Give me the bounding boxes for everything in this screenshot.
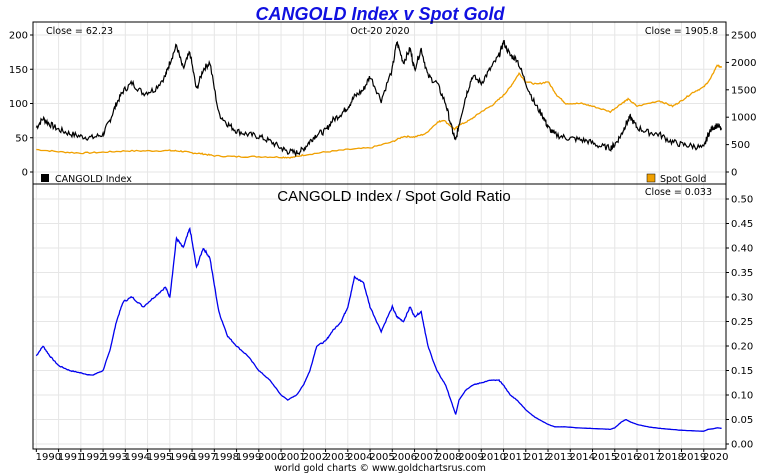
right-tick-label: 500 [731,140,750,151]
ratio-tick-label: 0.15 [731,366,753,377]
right-tick-label: 1500 [731,85,756,96]
ratio-tick-label: 0.45 [731,219,753,230]
ratio-tick-label: 0.10 [731,391,753,402]
legend-gold-label: Spot Gold [660,174,706,185]
x-tick-label: 2006 [392,452,417,463]
x-tick-label: 2010 [481,452,506,463]
x-tick-label: 2005 [369,452,394,463]
right-tick-label: 1000 [731,113,756,124]
ratio-axis-ticks: 0.50 0.45 0.40 0.35 0.30 0.25 0.20 0.15 0.10 0.05… [726,195,753,451]
legend-cangold-swatch [41,174,49,182]
x-tick-label: 2013 [547,452,572,463]
ratio-line [35,226,722,432]
ratio-tick-label: 0.30 [731,293,753,304]
x-tick-label: 2004 [347,452,372,463]
left-tick-label: 50 [15,133,28,144]
x-tick-label: 2001 [280,452,305,463]
x-tick-label: 1996 [169,452,194,463]
x-tick-label: 2007 [414,452,439,463]
date-label: Oct-20 2020 [350,26,409,37]
left-tick-label: 100 [9,99,28,110]
x-tick-label: 1993 [102,452,127,463]
x-tick-label: 2017 [636,452,661,463]
footer-credit: world gold charts © www.goldchartsrus.co… [274,463,486,474]
x-tick-label: 2003 [325,452,350,463]
x-tick-label: 2016 [614,452,639,463]
ratio-tick-label: 0.50 [731,195,753,206]
x-tick-label: 1995 [147,452,172,463]
x-tick-label: 1990 [36,452,61,463]
x-tick-label: 1991 [58,452,83,463]
left-tick-label: 200 [9,31,28,42]
ratio-tick-label: 0.25 [731,317,753,328]
ratio-tick-label: 0.20 [731,342,753,353]
left-tick-label: 0 [22,168,28,179]
bottom-panel-frame [32,183,727,450]
ratio-title: CANGOLD Index / Spot Gold Ratio [277,188,510,205]
bottom-panel-grid [33,184,726,449]
x-tick-label: 2014 [570,452,595,463]
x-axis-ticks: 1990199119921993199419951996199719981999… [36,449,728,463]
x-tick-label: 2019 [681,452,706,463]
left-tick-label: 150 [9,65,28,76]
x-tick-label: 2008 [436,452,461,463]
right-tick-label: 0 [731,168,737,179]
top-panel-grid [33,22,726,184]
chart-title: CANGOLD Index v Spot Gold [255,4,505,24]
right-tick-label: 2000 [731,58,756,69]
ratio-tick-label: 0.40 [731,244,753,255]
cangold-index-line [35,39,723,158]
x-tick-label: 2020 [703,452,728,463]
legend-cangold-label: CANGOLD Index [55,174,132,185]
left-axis-ticks: 200 150 100 50 0 [9,31,33,179]
legend-gold-swatch [646,173,656,183]
x-tick-label: 2009 [458,452,483,463]
x-tick-label: 1992 [80,452,105,463]
x-tick-label: 2002 [303,452,328,463]
x-tick-label: 1998 [214,452,239,463]
spot-gold-line [36,64,723,159]
close-left-label: Close = 62.23 [46,26,113,37]
x-tick-label: 1994 [125,452,150,463]
close-right-label: Close = 1905.8 [645,26,718,37]
ratio-close-label: Close = 0.033 [645,187,712,198]
x-tick-label: 2012 [525,452,550,463]
x-tick-label: 2015 [592,452,617,463]
x-tick-label: 2011 [503,452,528,463]
ratio-tick-label: 0.00 [731,440,753,451]
x-tick-label: 1997 [191,452,216,463]
right-tick-label: 2500 [731,31,756,42]
x-tick-label: 1999 [236,452,261,463]
right-axis-ticks: 2500 2000 1500 1000 500 0 [726,31,756,179]
x-tick-label: 2018 [659,452,684,463]
x-tick-label: 2000 [258,452,283,463]
ratio-tick-label: 0.35 [731,268,753,279]
ratio-tick-label: 0.05 [731,415,753,426]
